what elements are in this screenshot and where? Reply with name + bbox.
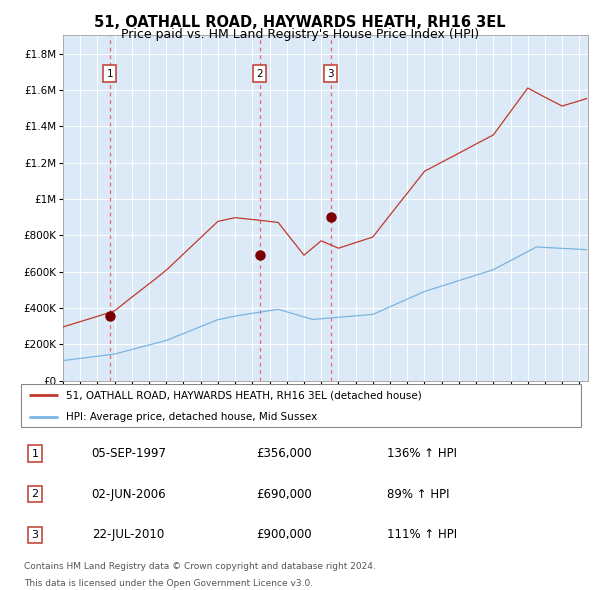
Text: 111% ↑ HPI: 111% ↑ HPI — [386, 528, 457, 541]
Text: £356,000: £356,000 — [256, 447, 312, 460]
Text: This data is licensed under the Open Government Licence v3.0.: This data is licensed under the Open Gov… — [23, 579, 313, 588]
Text: 3: 3 — [328, 68, 334, 78]
Text: 136% ↑ HPI: 136% ↑ HPI — [386, 447, 457, 460]
Text: 89% ↑ HPI: 89% ↑ HPI — [386, 487, 449, 501]
Text: 02-JUN-2006: 02-JUN-2006 — [92, 487, 166, 501]
Text: Contains HM Land Registry data © Crown copyright and database right 2024.: Contains HM Land Registry data © Crown c… — [23, 562, 376, 572]
Text: 2: 2 — [256, 68, 263, 78]
Text: 51, OATHALL ROAD, HAYWARDS HEATH, RH16 3EL: 51, OATHALL ROAD, HAYWARDS HEATH, RH16 3… — [94, 15, 506, 30]
Text: 1: 1 — [106, 68, 113, 78]
Text: HPI: Average price, detached house, Mid Sussex: HPI: Average price, detached house, Mid … — [66, 412, 317, 422]
Text: Price paid vs. HM Land Registry's House Price Index (HPI): Price paid vs. HM Land Registry's House … — [121, 28, 479, 41]
Text: 3: 3 — [32, 530, 38, 540]
Text: 2: 2 — [31, 489, 38, 499]
Text: 51, OATHALL ROAD, HAYWARDS HEATH, RH16 3EL (detached house): 51, OATHALL ROAD, HAYWARDS HEATH, RH16 3… — [66, 391, 422, 401]
Text: 05-SEP-1997: 05-SEP-1997 — [92, 447, 167, 460]
Text: £900,000: £900,000 — [256, 528, 312, 541]
Text: 22-JUL-2010: 22-JUL-2010 — [92, 528, 164, 541]
Text: £690,000: £690,000 — [256, 487, 312, 501]
FancyBboxPatch shape — [21, 385, 581, 427]
Text: 1: 1 — [32, 448, 38, 458]
